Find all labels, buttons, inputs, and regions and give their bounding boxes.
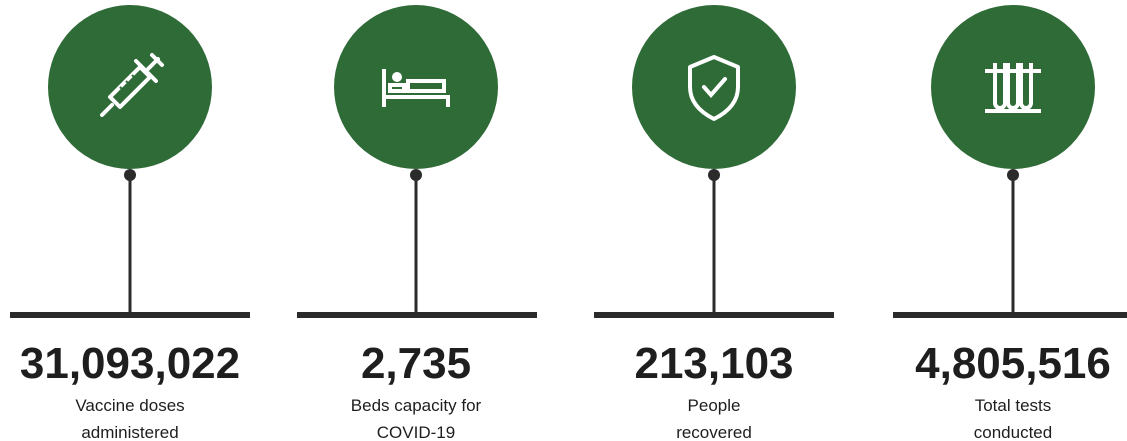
stat-value: 213,103 — [634, 339, 793, 388]
icon — [119, 74, 139, 94]
stat-label: Vaccine doses — [75, 396, 184, 415]
icon — [392, 72, 402, 82]
stat-value: 4,805,516 — [915, 339, 1111, 388]
base-bar — [297, 312, 537, 318]
stat-label: Total tests — [975, 396, 1052, 415]
stat-label: administered — [81, 423, 178, 441]
icon — [702, 77, 727, 99]
stat-value: 2,735 — [361, 339, 471, 388]
icon-group — [100, 53, 164, 117]
stat-label: Beds capacity for — [351, 396, 482, 415]
icon — [382, 69, 450, 107]
stat-label: recovered — [676, 423, 752, 441]
base-bar — [893, 312, 1127, 318]
stat-value: 31,093,022 — [20, 339, 240, 388]
icon — [100, 53, 164, 117]
stat-card: 31,093,022 Vaccine doses administered — [10, 5, 250, 441]
icon-group — [985, 63, 1041, 113]
stat-label: COVID-19 — [377, 423, 455, 441]
stat-label: People — [688, 396, 741, 415]
base-bar — [10, 312, 250, 318]
stat-label: conducted — [974, 423, 1052, 441]
icon — [688, 55, 740, 121]
icon-circle — [931, 5, 1095, 169]
icon-circle — [632, 5, 796, 169]
icon-circle — [334, 5, 498, 169]
base-bar — [594, 312, 834, 318]
icon-group — [382, 69, 450, 107]
icon-circle — [48, 5, 212, 169]
icon — [985, 63, 1041, 113]
icon-group — [688, 55, 740, 121]
stat-card: 213,103 People recovered — [594, 5, 834, 441]
stat-card: 2,735 Beds capacity for COVID-19 — [297, 5, 537, 441]
stat-card: 4,805,516 Total tests conducted — [893, 5, 1127, 441]
